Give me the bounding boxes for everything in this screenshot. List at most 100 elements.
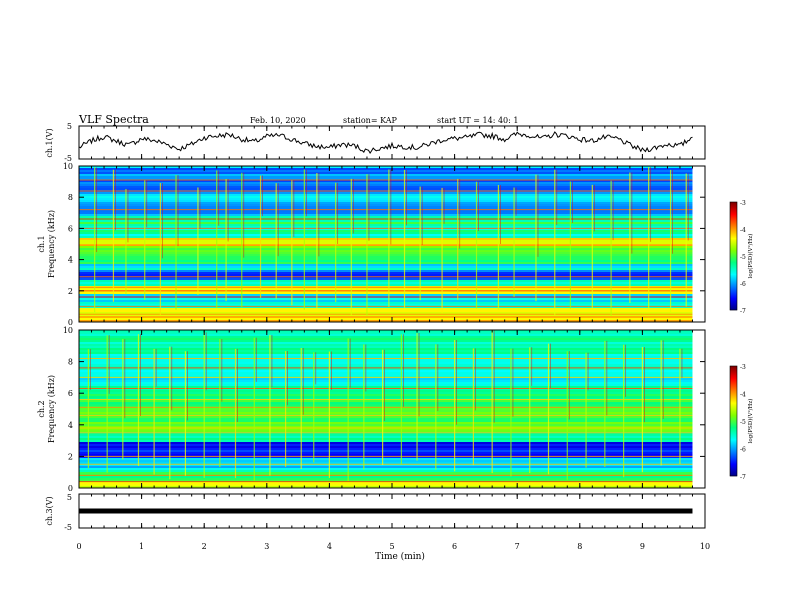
colorbar-swatch xyxy=(730,457,737,459)
spectrogram-row xyxy=(79,386,693,389)
time-tick-label: 5 xyxy=(389,542,394,551)
spectrogram-row xyxy=(79,370,693,373)
colorbar-swatch xyxy=(730,244,737,246)
colorbar-swatch xyxy=(730,438,737,440)
colorbar-swatch xyxy=(730,468,737,470)
colorbar-swatch xyxy=(730,296,737,298)
frequency-tick-label: 6 xyxy=(68,389,73,398)
spectrogram-row xyxy=(79,214,693,217)
spectrogram-row xyxy=(79,348,693,351)
colorbar-swatch xyxy=(730,369,737,371)
colorbar-swatch xyxy=(730,286,737,288)
colorbar-swatch xyxy=(730,443,737,445)
colorbar-swatch xyxy=(730,249,737,251)
spectrogram-row xyxy=(79,186,693,189)
spectrogram-row xyxy=(79,372,693,375)
spectrogram-row xyxy=(79,330,693,333)
colorbar-swatch xyxy=(730,473,737,475)
colorbar-swatch xyxy=(730,466,737,468)
colorbar-swatch xyxy=(730,265,737,267)
spectrogram-row xyxy=(79,182,693,185)
spectrogram-row xyxy=(79,442,693,445)
frequency-tick-label: 2 xyxy=(68,452,73,461)
colorbar-swatch xyxy=(730,394,737,396)
ch1-ytick-top: 5 xyxy=(67,122,72,131)
colorbar-swatch xyxy=(730,461,737,463)
colorbar-swatch xyxy=(730,278,737,280)
colorbar-swatch xyxy=(730,401,737,403)
ch2-colorbar: -3 -4 -5 -6 -7 log(PSD)(V²/Hz) xyxy=(729,364,754,481)
colorbar-swatch xyxy=(730,240,737,242)
ch2-frequency-axis-label: Frequency (kHz) xyxy=(47,375,56,443)
ch2-channel-label: ch.2 xyxy=(37,400,46,417)
spectrogram-row xyxy=(79,216,693,219)
colorbar-swatch xyxy=(730,447,737,449)
colorbar-swatch xyxy=(730,455,737,457)
colorbar-swatch xyxy=(730,247,737,249)
colorbar-tick-label: -5 xyxy=(740,254,746,261)
spectrogram-row xyxy=(79,242,693,245)
colorbar-swatch xyxy=(730,223,737,225)
colorbar-swatch xyxy=(730,413,737,415)
colorbar-swatch xyxy=(730,366,737,368)
spectrogram-row xyxy=(79,344,693,347)
spectrogram-row xyxy=(79,358,693,361)
colorbar-swatch xyxy=(730,367,737,369)
colorbar-swatch xyxy=(730,450,737,452)
colorbar-swatch xyxy=(730,380,737,382)
colorbar-swatch xyxy=(730,207,737,209)
colorbar-swatch xyxy=(730,407,737,409)
spectrogram-row xyxy=(79,468,693,471)
colorbar-swatch xyxy=(730,215,737,217)
ch1-colorbar: -3 -4 -5 -6 -7 log(PSD)(V²/Hz) xyxy=(729,200,754,315)
figure-title: VLF Spectra xyxy=(78,113,149,126)
colorbar-swatch xyxy=(730,406,737,408)
spectrogram-row xyxy=(79,206,693,209)
spectrogram-row xyxy=(79,270,693,273)
spectrogram-row xyxy=(79,204,693,207)
spectrogram-row xyxy=(79,250,693,253)
spectrogram-row xyxy=(79,426,693,429)
spectrogram-row xyxy=(79,362,693,365)
colorbar-swatch xyxy=(730,470,737,472)
colorbar-tick-label: -5 xyxy=(740,419,746,426)
ch1-waveform-panel: 5 -5 ch.1(V) xyxy=(45,122,706,163)
ch1-channel-label: ch.1 xyxy=(37,235,46,252)
colorbar-swatch xyxy=(730,229,737,231)
colorbar-tick-label: -3 xyxy=(740,364,746,371)
spectrogram-row xyxy=(79,418,693,421)
spectrogram-row xyxy=(79,476,693,479)
colorbar-swatch xyxy=(730,297,737,299)
spectrogram-row xyxy=(79,394,693,397)
colorbar-swatch xyxy=(730,419,737,421)
spectrogram-row xyxy=(79,446,693,449)
colorbar-swatch xyxy=(730,252,737,254)
spectrogram-row xyxy=(79,342,693,345)
spectrogram-row xyxy=(79,184,693,187)
colorbar-tick-label: -4 xyxy=(740,392,746,399)
colorbar-swatch xyxy=(730,218,737,220)
colorbar-swatch xyxy=(730,410,737,412)
colorbar-swatch xyxy=(730,434,737,436)
colorbar-swatch xyxy=(730,418,737,420)
colorbar-frame xyxy=(729,201,738,311)
frequency-tick-label: 0 xyxy=(68,484,73,493)
colorbar-swatch xyxy=(730,257,737,259)
ch2-frequency-ticks: 0 2 4 6 8 10 xyxy=(63,326,705,493)
colorbar-swatch xyxy=(730,236,737,238)
colorbar-swatch xyxy=(730,295,737,297)
colorbar-swatch xyxy=(730,465,737,467)
colorbar-swatch xyxy=(730,373,737,375)
colorbar-swatch xyxy=(730,225,737,227)
colorbar-swatch xyxy=(730,432,737,434)
spectrogram-row xyxy=(79,482,693,485)
colorbar-swatch xyxy=(730,385,737,387)
spectrogram-row xyxy=(79,240,693,243)
colorbar-tick-label: -3 xyxy=(740,200,746,207)
spectrogram-row xyxy=(79,288,693,291)
spectrogram-row xyxy=(79,438,693,441)
colorbar-swatch xyxy=(730,452,737,454)
colorbar-swatch xyxy=(730,400,737,402)
spectrogram-row xyxy=(79,226,693,229)
colorbar-swatch xyxy=(730,306,737,308)
